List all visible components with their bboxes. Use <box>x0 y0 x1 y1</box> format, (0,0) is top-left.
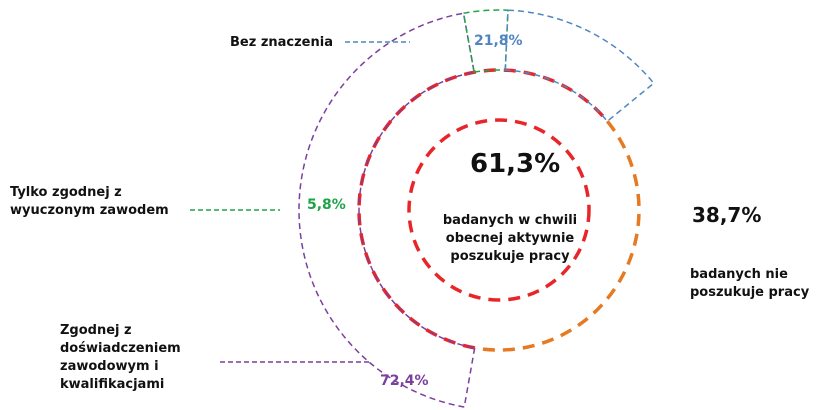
outer-value: 72,4% <box>380 373 429 389</box>
inner-value: 38,7% <box>692 203 762 227</box>
inner-segment <box>474 120 641 352</box>
inner-label: badanych nie poszukuje pracy <box>690 267 810 300</box>
inner-value: 61,3% <box>470 149 561 179</box>
outer-value: 21,8% <box>474 33 523 49</box>
outer-segment <box>298 12 476 408</box>
outer-label: Tylko zgodnej z wyuczonym zawodem <box>10 185 169 218</box>
outer-label: Zgodnej z doświadczeniem zawodowym i kwa… <box>60 323 181 392</box>
inner-label: badanych w chwili obecnej aktywnie poszu… <box>442 213 578 264</box>
inner-ring <box>407 118 591 302</box>
outer-label: Bez znaczenia <box>230 35 333 50</box>
outer-segment <box>504 9 655 123</box>
inner-segment <box>357 68 609 350</box>
outer-segment <box>462 9 509 74</box>
outer-value: 5,8% <box>307 197 346 213</box>
